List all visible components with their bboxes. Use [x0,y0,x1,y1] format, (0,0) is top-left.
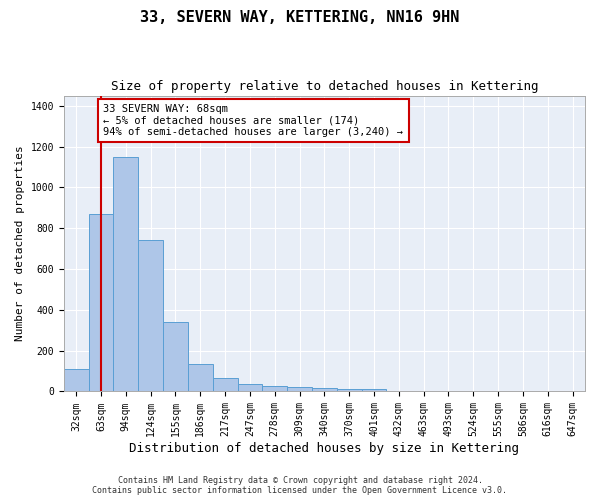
Bar [188,364,212,392]
Y-axis label: Number of detached properties: Number of detached properties [15,146,25,342]
Bar [212,378,238,392]
X-axis label: Distribution of detached houses by size in Kettering: Distribution of detached houses by size … [130,442,520,455]
Text: Contains HM Land Registry data © Crown copyright and database right 2024.
Contai: Contains HM Land Registry data © Crown c… [92,476,508,495]
Bar [262,386,287,392]
Bar [113,157,138,392]
Bar [64,369,89,392]
Bar [238,384,262,392]
Bar [362,390,386,392]
Text: 33, SEVERN WAY, KETTERING, NN16 9HN: 33, SEVERN WAY, KETTERING, NN16 9HN [140,10,460,25]
Bar [337,390,362,392]
Bar [89,214,113,392]
Title: Size of property relative to detached houses in Kettering: Size of property relative to detached ho… [110,80,538,93]
Bar [312,388,337,392]
Bar [138,240,163,392]
Bar [163,322,188,392]
Bar [287,388,312,392]
Text: 33 SEVERN WAY: 68sqm
← 5% of detached houses are smaller (174)
94% of semi-detac: 33 SEVERN WAY: 68sqm ← 5% of detached ho… [103,104,403,137]
